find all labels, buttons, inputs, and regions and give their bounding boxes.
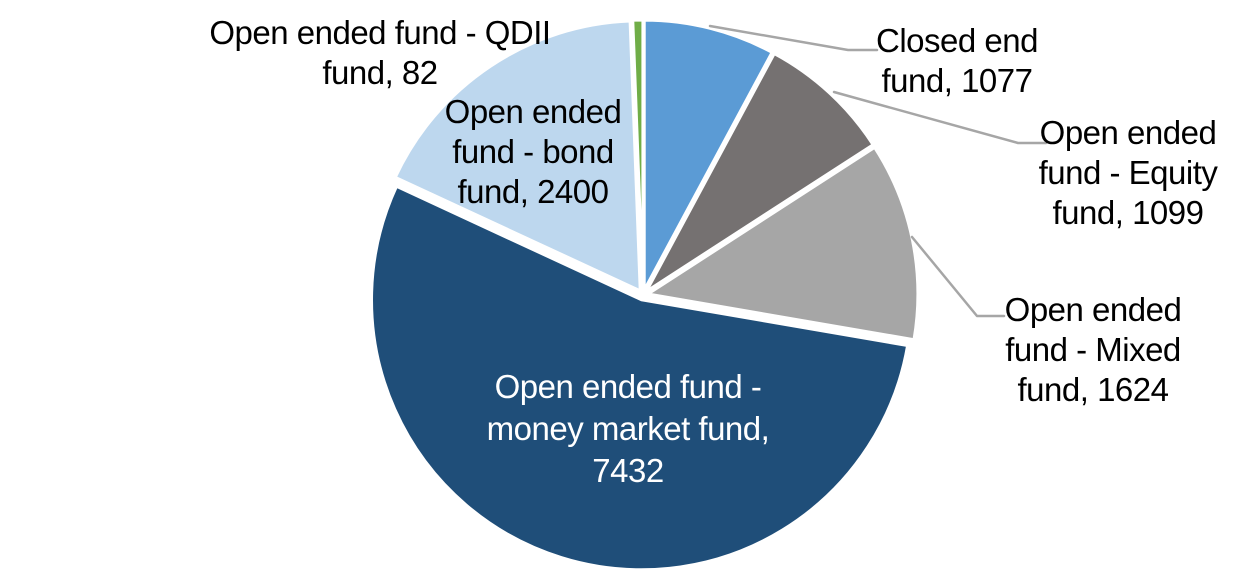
pie-slice-open-ended-fund-qdii-fund xyxy=(631,18,645,292)
pie-slice-closed-end-fund xyxy=(642,18,774,292)
pie-slice-open-ended-fund-bond-fund xyxy=(393,19,642,293)
pie-slice-open-ended-fund-mixed-fund xyxy=(646,145,920,342)
pie-slice-open-ended-fund-equity-fund xyxy=(644,52,875,293)
leader-line-closed-end-fund xyxy=(708,24,879,52)
leader-line-open-ended-fund-equity-fund xyxy=(832,90,1048,145)
pie-slice-open-ended-fund-money-market-fund xyxy=(370,184,910,572)
leader-line-open-ended-fund-mixed-fund xyxy=(910,235,1006,318)
